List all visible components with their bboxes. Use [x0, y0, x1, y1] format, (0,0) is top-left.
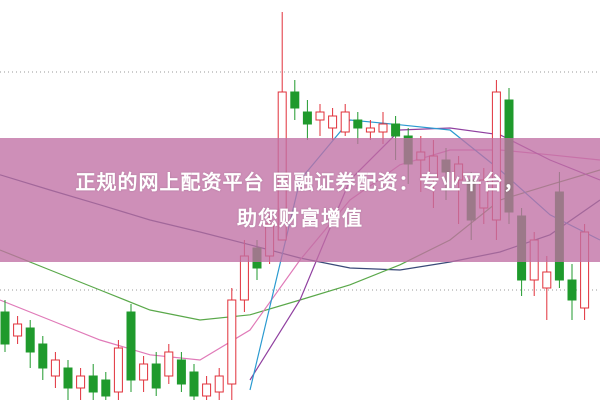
candle-down: [101, 379, 111, 397]
candle-up: [378, 123, 388, 133]
candle-down: [38, 343, 48, 369]
candle-up: [76, 375, 86, 389]
candle-down: [0, 311, 10, 345]
banner-title-line2: 助您财富增值: [237, 206, 363, 230]
candle-up: [239, 255, 249, 301]
candle-down: [290, 91, 300, 109]
candle-down: [176, 359, 186, 385]
candle-up: [328, 115, 338, 129]
candle-down: [25, 327, 35, 353]
candle-up: [202, 383, 212, 397]
candle-down: [88, 375, 98, 393]
candle-down: [63, 367, 73, 389]
candle-up: [50, 359, 60, 377]
candle-up: [13, 323, 23, 337]
candle-up: [542, 271, 552, 289]
candle-up: [139, 363, 149, 381]
candle-down: [391, 123, 401, 137]
candle-down: [126, 311, 136, 381]
candle-down: [151, 363, 161, 389]
candle-down: [189, 371, 199, 397]
candle-up: [214, 375, 224, 393]
candle-up: [340, 111, 350, 133]
banner-title-line1: 正规的网上配资平台 国融证券配资：专业平台，: [75, 170, 525, 194]
candle-up: [315, 111, 325, 121]
candle-up: [164, 351, 174, 377]
title-banner: 正规的网上配资平台 国融证券配资：专业平台， 助您财富增值: [0, 138, 600, 262]
candle-down: [302, 111, 312, 125]
candle-down: [353, 119, 363, 129]
candle-down: [567, 279, 577, 301]
candle-up: [113, 347, 123, 393]
candle-up: [227, 299, 237, 385]
candle-up: [365, 127, 375, 133]
